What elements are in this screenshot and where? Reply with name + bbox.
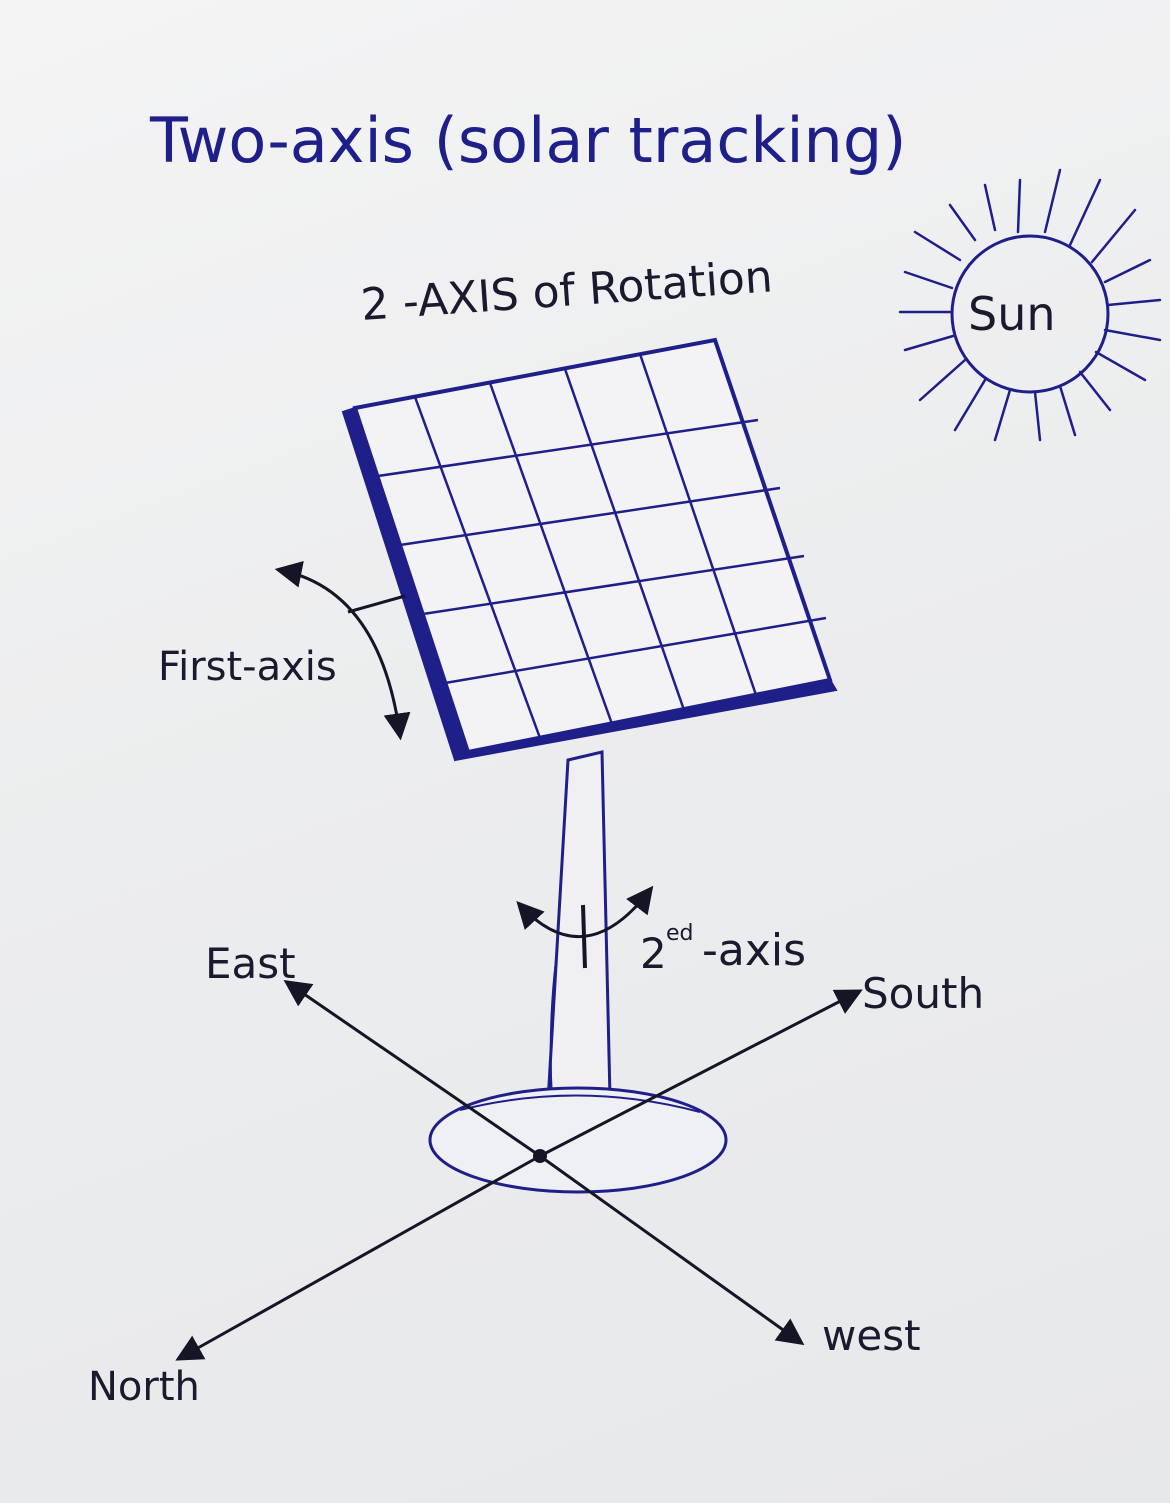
- pole-base: [428, 1086, 728, 1194]
- direction-south: South: [862, 969, 984, 1018]
- first-axis-arrow: [274, 561, 411, 741]
- first-axis-label: First-axis: [158, 644, 337, 690]
- direction-west: west: [822, 1311, 921, 1360]
- sun-icon: Sun: [898, 168, 1162, 442]
- second-axis-number: 2: [640, 929, 667, 978]
- second-axis-label: -axis: [702, 925, 806, 976]
- compass-lines: [175, 979, 863, 1361]
- second-axis-suffix: ed: [666, 921, 694, 946]
- diagram-subtitle: 2 -AXIS of Rotation: [359, 251, 774, 331]
- direction-north: North: [88, 1364, 200, 1410]
- solar-panel: [341, 337, 838, 762]
- direction-east: East: [205, 939, 296, 988]
- diagram-title: Two-axis (solar tracking): [149, 104, 906, 177]
- sun-label: Sun: [968, 287, 1056, 341]
- second-axis-arrow: [516, 885, 654, 969]
- support-pole: [546, 750, 612, 1104]
